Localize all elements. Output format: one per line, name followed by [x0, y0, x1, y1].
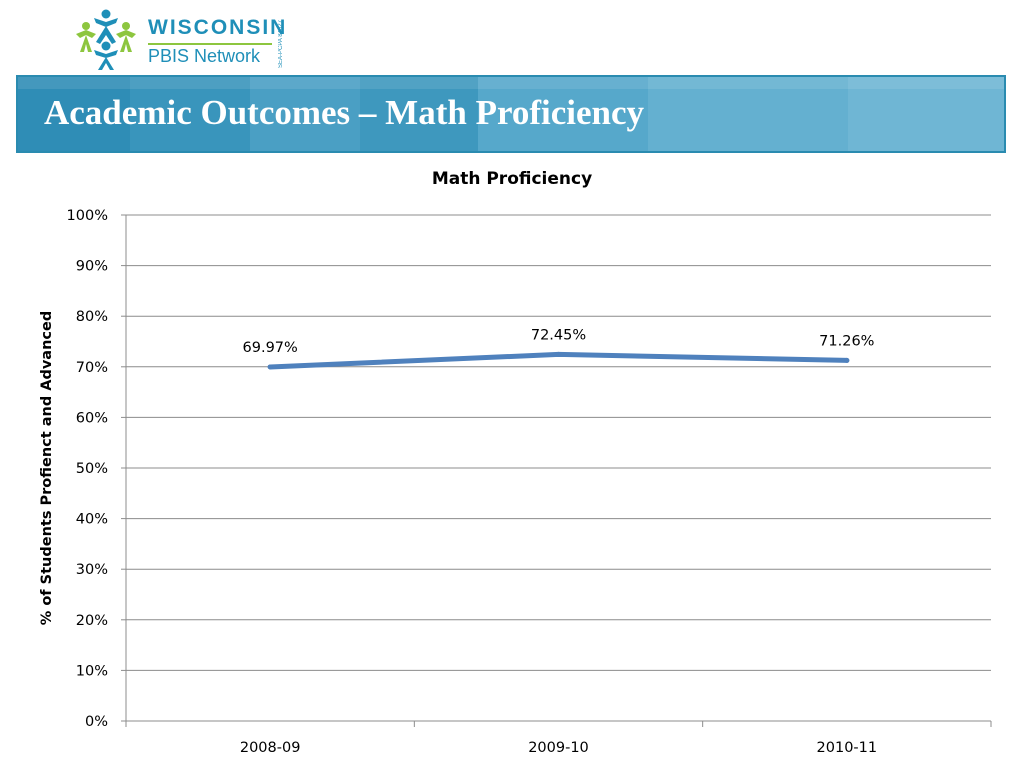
y-tick-label: 60%	[76, 410, 108, 426]
x-tick-label: 2009-10	[528, 740, 589, 756]
banner-band	[18, 77, 130, 151]
data-label: 69.97%	[243, 340, 298, 356]
data-point	[556, 351, 561, 357]
y-tick-label: 10%	[76, 663, 108, 679]
page-title: Academic Outcomes – Math Proficiency	[44, 93, 645, 132]
banner-highlight	[18, 77, 1004, 89]
y-tick-label: 50%	[76, 461, 108, 477]
banner-band	[130, 77, 250, 151]
data-point	[844, 357, 850, 363]
chart-title: Math Proficiency	[431, 169, 593, 189]
logo-divider	[148, 43, 272, 45]
x-tick-label: 2008-09	[240, 740, 301, 756]
title-banner: Academic Outcomes – Math Proficiency	[16, 75, 1006, 153]
y-tick-label: 70%	[76, 360, 108, 376]
data-labels: 69.97% 72.45% 71.26%	[243, 327, 875, 356]
y-tick-label: 90%	[76, 259, 108, 275]
banner-band	[360, 77, 478, 151]
y-tick-label: 30%	[76, 562, 108, 578]
data-label: 72.45%	[531, 327, 586, 343]
x-tick-label: 2010-11	[817, 740, 878, 756]
banner-band	[648, 77, 848, 151]
y-tick-label: 80%	[76, 309, 108, 325]
wisconsin-pbis-logo: WISCONSIN PBIS Network SEA-PCPA 84027	[72, 8, 292, 70]
logo-wordmark-pbis-network: PBIS Network	[148, 46, 261, 66]
banner-band	[848, 77, 1004, 151]
logo-wordmark-wisconsin: WISCONSIN	[148, 16, 288, 39]
data-point	[267, 364, 273, 370]
axes: 0% 10% 20% 30% 40% 50% 60% 70% 80% 90% 100% 2008-09…	[67, 208, 992, 756]
banner-band	[250, 77, 360, 151]
banner-band	[478, 77, 648, 151]
series-layer	[267, 351, 850, 370]
gridlines	[126, 214, 991, 671]
people-figures-icon	[76, 9, 136, 70]
y-tick-label: 40%	[76, 512, 108, 528]
y-tick-label: 100%	[67, 208, 108, 224]
y-tick-label: 0%	[85, 714, 108, 730]
data-label: 71.26%	[819, 333, 874, 349]
y-tick-label: 20%	[76, 613, 108, 629]
